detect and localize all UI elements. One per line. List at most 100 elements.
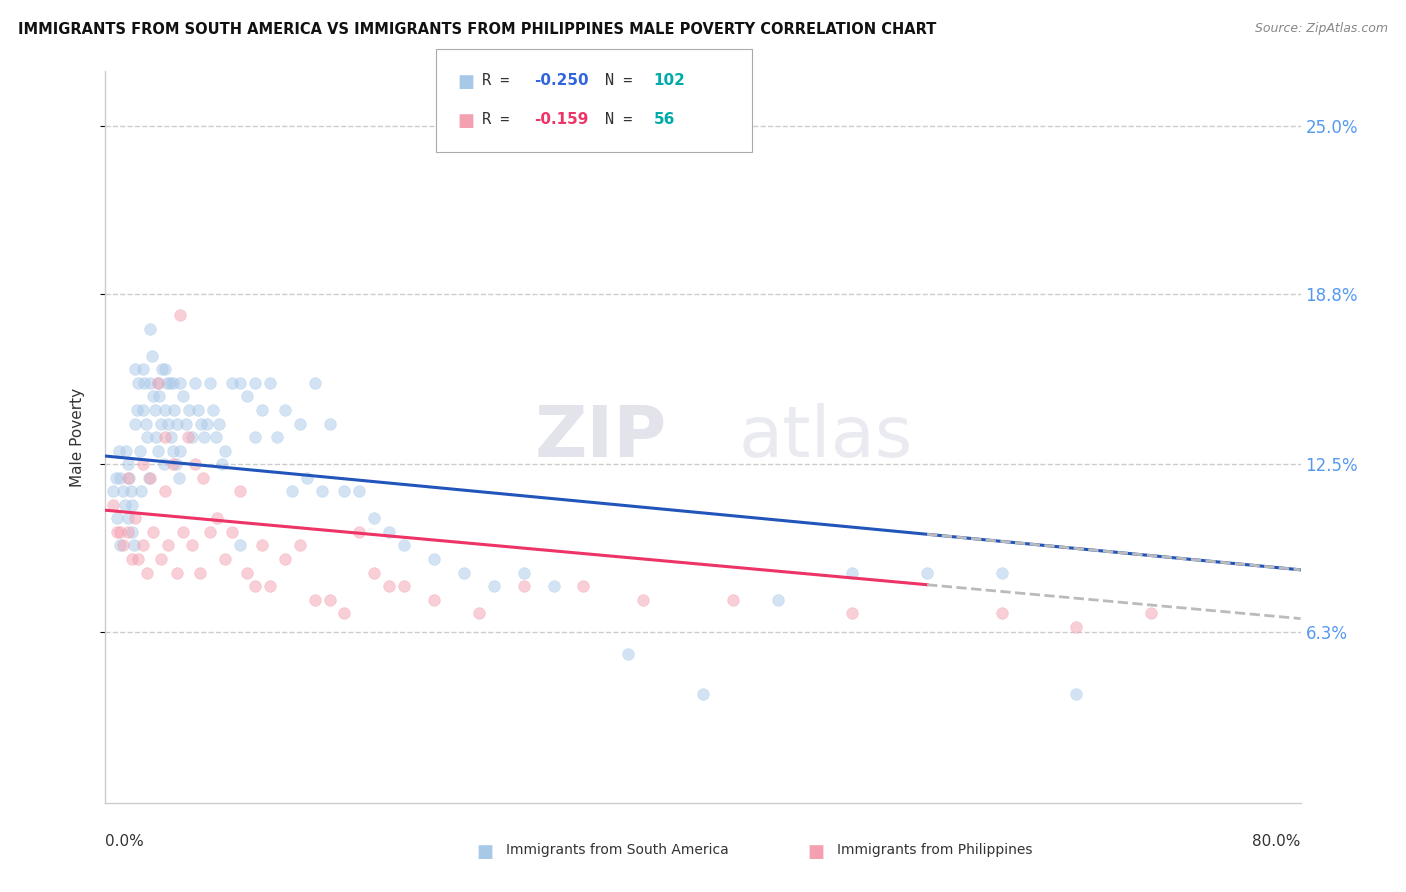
- Point: [115, 443, 138, 458]
- Point: [915, 566, 938, 580]
- Point: [125, 403, 148, 417]
- Point: [156, 376, 179, 390]
- Point: [172, 524, 194, 539]
- Point: [211, 457, 233, 471]
- Point: [172, 389, 194, 403]
- Point: [273, 552, 295, 566]
- Text: ■: ■: [477, 843, 494, 861]
- Text: N =: N =: [605, 112, 641, 127]
- Point: [176, 430, 198, 444]
- Point: [146, 376, 169, 390]
- Point: [202, 403, 225, 417]
- Point: [243, 430, 266, 444]
- Point: [841, 566, 863, 580]
- Point: [304, 376, 326, 390]
- Point: [142, 524, 165, 539]
- Point: [117, 524, 139, 539]
- Point: [333, 484, 356, 499]
- Point: [167, 471, 190, 485]
- Point: [150, 362, 173, 376]
- Point: [155, 484, 177, 499]
- Point: [333, 606, 356, 620]
- Point: [135, 417, 157, 431]
- Point: [149, 552, 172, 566]
- Point: [145, 430, 167, 444]
- Point: [117, 471, 139, 485]
- Text: atlas: atlas: [740, 402, 914, 472]
- Point: [160, 430, 183, 444]
- Point: [121, 524, 143, 539]
- Point: [190, 417, 212, 431]
- Point: [101, 484, 124, 499]
- Point: [295, 471, 318, 485]
- Point: [162, 376, 184, 390]
- Point: [572, 579, 595, 593]
- Text: Immigrants from Philippines: Immigrants from Philippines: [837, 843, 1032, 857]
- Text: -0.250: -0.250: [534, 73, 589, 88]
- Point: [394, 538, 416, 552]
- Point: [108, 443, 131, 458]
- Point: [193, 430, 215, 444]
- Point: [378, 579, 401, 593]
- Point: [394, 579, 416, 593]
- Point: [124, 511, 146, 525]
- Point: [617, 647, 640, 661]
- Point: [692, 688, 714, 702]
- Point: [107, 511, 129, 525]
- Point: [221, 524, 243, 539]
- Point: [318, 417, 340, 431]
- Point: [243, 376, 266, 390]
- Point: [259, 376, 281, 390]
- Point: [169, 376, 191, 390]
- Point: [163, 403, 186, 417]
- Point: [243, 579, 266, 593]
- Point: [139, 471, 162, 485]
- Point: [117, 511, 139, 525]
- Point: [127, 376, 149, 390]
- Point: [157, 538, 180, 552]
- Point: [114, 498, 136, 512]
- Point: [195, 417, 218, 431]
- Point: [423, 592, 446, 607]
- Text: -0.159: -0.159: [534, 112, 589, 127]
- Point: [187, 403, 209, 417]
- Point: [146, 376, 169, 390]
- Point: [112, 484, 135, 499]
- Point: [236, 566, 259, 580]
- Point: [132, 403, 155, 417]
- Point: [990, 566, 1012, 580]
- Point: [252, 403, 274, 417]
- Point: [155, 403, 177, 417]
- Point: [139, 376, 162, 390]
- Point: [208, 417, 231, 431]
- Point: [288, 538, 311, 552]
- Point: [129, 484, 153, 499]
- Text: R =: R =: [482, 112, 519, 127]
- Point: [513, 579, 536, 593]
- Point: [311, 484, 333, 499]
- Point: [149, 417, 172, 431]
- Text: 0.0%: 0.0%: [105, 834, 145, 849]
- Point: [513, 566, 536, 580]
- Point: [349, 484, 371, 499]
- Point: [120, 484, 142, 499]
- Point: [181, 430, 204, 444]
- Point: [122, 538, 145, 552]
- Point: [110, 524, 132, 539]
- Text: Immigrants from South America: Immigrants from South America: [506, 843, 728, 857]
- Point: [117, 457, 139, 471]
- Point: [152, 457, 174, 471]
- Point: [184, 457, 207, 471]
- Point: [141, 349, 163, 363]
- Point: [107, 524, 129, 539]
- Point: [229, 484, 252, 499]
- Text: R =: R =: [482, 73, 519, 88]
- Point: [155, 362, 177, 376]
- Point: [281, 484, 304, 499]
- Point: [229, 538, 252, 552]
- Point: [349, 524, 371, 539]
- Point: [165, 457, 187, 471]
- Point: [252, 538, 274, 552]
- Point: [136, 430, 159, 444]
- Point: [633, 592, 655, 607]
